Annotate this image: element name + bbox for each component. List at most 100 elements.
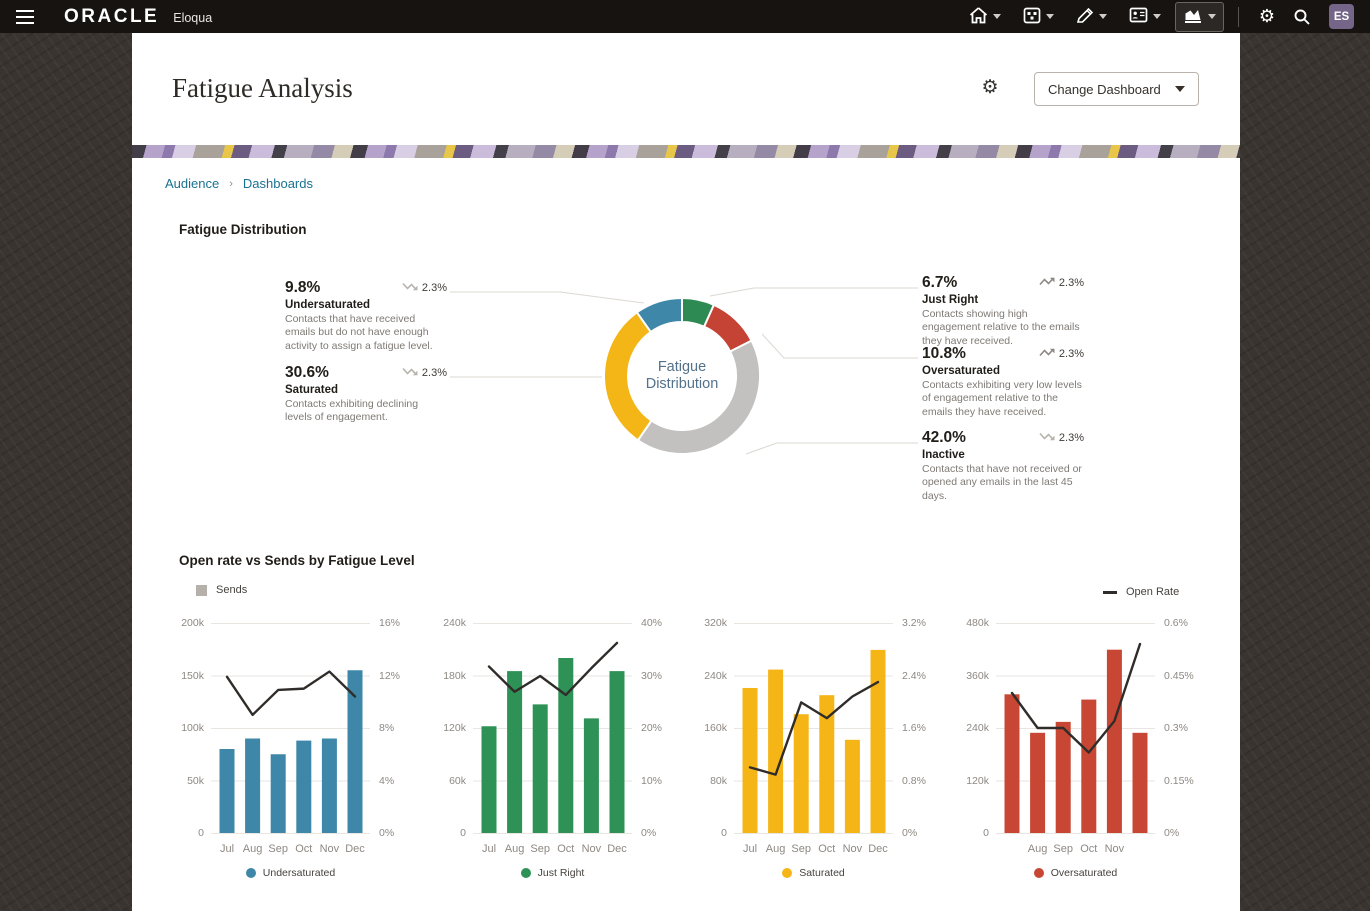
trend-indicator: 2.3% — [402, 281, 447, 295]
y-axis-tick-left: 60k — [449, 774, 466, 787]
fatigue-distribution-title: Fatigue Distribution — [179, 222, 307, 237]
topnav: ⚙ ES — [961, 1, 1354, 32]
x-axis-label: Dec — [868, 843, 888, 855]
hamburger-menu-icon[interactable] — [16, 5, 46, 29]
y-axis-tick-left: 200k — [181, 617, 204, 629]
x-axis-label: Jul — [742, 843, 758, 855]
stat-inactive: 42.0% 2.3% Inactive Contacts that have n… — [922, 429, 1084, 503]
stat-label: Oversaturated — [922, 365, 1000, 377]
page-title: Fatigue Analysis — [172, 73, 353, 103]
y-axis-tick-left: 160k — [704, 722, 727, 734]
home-menu[interactable] — [961, 2, 1009, 32]
y-axis-tick-left: 320k — [704, 617, 727, 629]
stat-value: 42.0% — [922, 429, 966, 446]
y-axis-tick-right: 0.45% — [1164, 669, 1194, 682]
legend-sends: Sends — [196, 584, 247, 596]
y-axis-tick-right: 2.4% — [902, 669, 926, 682]
legend-label: Saturated — [799, 867, 845, 879]
stat-description: Contacts showing high engagement relativ… — [922, 308, 1080, 347]
panel-legend: Undersaturated — [211, 867, 370, 879]
stat-undersaturated: 9.8% 2.3% Undersaturated Contacts that h… — [285, 279, 447, 353]
y-axis-tick-right: 0% — [379, 827, 395, 839]
campaigns-menu[interactable] — [1015, 2, 1062, 32]
chart-panel-undersaturated: 200k 150k 100k 50k 0 16% 12% 8% 4% 0% Jul Aug Sep Oct… — [160, 613, 422, 898]
user-avatar[interactable]: ES — [1329, 4, 1354, 29]
stat-description: Contacts exhibiting declining levels of … — [285, 398, 419, 424]
stat-value: 30.6% — [285, 364, 329, 381]
chart-panel-oversaturated: 480k 360k 240k 120k 0 0.6% 0.45% 0.3% 0.15% 0% Aug… — [945, 613, 1207, 898]
y-axis-tick-right: 0% — [1164, 827, 1180, 839]
breadcrumb-audience[interactable]: Audience — [165, 176, 220, 191]
audience-contact-card-icon — [1129, 7, 1148, 26]
open-rate-line-icon — [1103, 590, 1117, 594]
x-axis-label: Jul — [481, 843, 497, 855]
x-axis-label: Aug — [504, 843, 525, 855]
legend-dot-icon — [1033, 868, 1044, 878]
legend-label: Just Right — [537, 867, 585, 879]
y-axis-tick-right: 16% — [379, 617, 401, 629]
chevron-down-icon — [992, 14, 1001, 19]
y-axis-tick-left: 0 — [198, 827, 204, 839]
legend-dot-icon — [782, 868, 793, 878]
y-axis-tick-left: 0 — [721, 827, 727, 839]
y-axis-tick-right: 30% — [641, 669, 663, 682]
y-axis-tick-right: 10% — [641, 774, 663, 787]
y-axis-tick-left: 120k — [966, 774, 989, 787]
y-axis-tick-right: 0.6% — [1164, 617, 1188, 629]
chart-panel-saturated: 320k 240k 160k 80k 0 3.2% 2.4% 1.6% 0.8% 0% Jul Aug… — [683, 613, 945, 898]
stat-value: 6.7% — [922, 274, 958, 291]
x-axis-label: Sep — [791, 843, 811, 855]
legend-dot-icon — [520, 868, 531, 878]
stat-description: Contacts that have not received or opene… — [922, 463, 1082, 502]
breadcrumb-dashboards[interactable]: Dashboards — [242, 176, 313, 191]
trend-indicator: 2.3% — [1039, 276, 1084, 290]
stat-oversaturated: 10.8% 2.3% Oversaturated Contacts exhibi… — [922, 345, 1084, 419]
legend-open-rate: Open Rate — [1103, 586, 1179, 598]
settings-gear-icon[interactable]: ⚙ — [1253, 3, 1281, 30]
combo-chart — [734, 623, 893, 834]
stat-description: Contacts that have received emails but d… — [285, 313, 433, 352]
y-axis-tick-left: 360k — [966, 669, 989, 682]
sends-swatch-icon — [196, 584, 207, 596]
x-axis-label: Oct — [818, 843, 836, 855]
legend-dot-icon — [245, 868, 256, 878]
x-axis-label: Nov — [1104, 843, 1125, 855]
x-axis-label: Nov — [842, 843, 863, 855]
x-axis-label: Nov — [581, 843, 602, 855]
x-axis-label: Oct — [557, 843, 575, 855]
y-axis-tick-left: 240k — [704, 669, 727, 682]
oracle-logo: ORACLE — [64, 5, 160, 27]
y-axis-tick-left: 0 — [983, 827, 989, 839]
stat-saturated: 30.6% 2.3% Saturated Contacts exhibiting… — [285, 364, 447, 425]
y-axis-tick-left: 240k — [443, 617, 466, 629]
y-axis-tick-right: 0.3% — [1164, 722, 1188, 734]
change-dashboard-button[interactable]: Change Dashboard — [1034, 72, 1199, 106]
x-axis-label: Dec — [345, 843, 365, 855]
stat-label: Undersaturated — [285, 299, 370, 311]
legend-label: Oversaturated — [1050, 867, 1118, 879]
x-axis-label: Aug — [765, 843, 786, 855]
dashboard-settings-gear-icon[interactable]: ⚙ — [977, 75, 1003, 101]
chevron-down-icon — [1045, 14, 1054, 19]
y-axis-tick-left: 240k — [966, 722, 989, 734]
y-axis-tick-right: 8% — [379, 722, 395, 734]
panel-legend: Saturated — [734, 867, 893, 879]
audience-menu[interactable] — [1121, 2, 1169, 31]
y-axis-tick-right: 1.6% — [902, 722, 926, 734]
x-axis-label: Nov — [319, 843, 340, 855]
x-axis-label: Jul — [219, 843, 235, 855]
trend-indicator: 2.3% — [1039, 431, 1084, 445]
assets-menu[interactable] — [1068, 2, 1115, 32]
combo-chart — [473, 623, 632, 834]
stat-description: Contacts exhibiting very low levels of e… — [922, 379, 1082, 418]
y-axis-tick-left: 50k — [187, 774, 204, 787]
combo-chart — [996, 623, 1155, 834]
home-icon — [969, 6, 988, 27]
page-background: Fatigue Analysis ⚙ Change Dashboard Audi… — [0, 33, 1370, 911]
stat-label: Saturated — [285, 384, 339, 396]
search-icon[interactable] — [1287, 5, 1317, 29]
analytics-menu-active[interactable] — [1174, 1, 1224, 32]
assets-pencil-icon — [1076, 7, 1094, 27]
divider — [1237, 6, 1239, 27]
y-axis-tick-right: 3.2% — [902, 617, 926, 629]
